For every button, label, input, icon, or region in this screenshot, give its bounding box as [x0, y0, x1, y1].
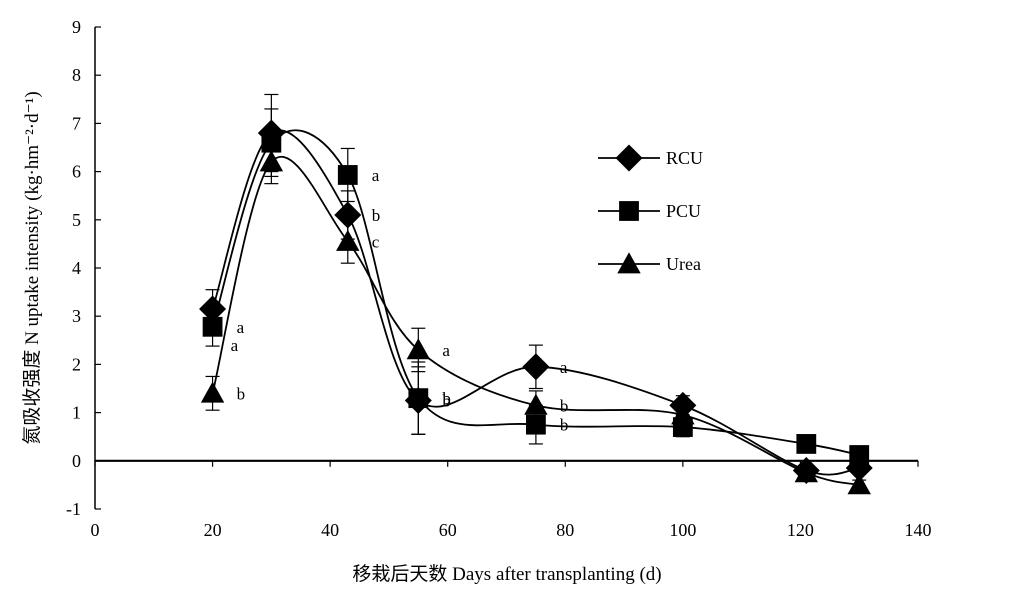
pcu-point — [525, 414, 546, 435]
rcu-significance-label: b — [442, 392, 451, 411]
rcu-significance-label: b — [372, 206, 381, 225]
urea-point — [524, 393, 548, 415]
x-axis-label: 移栽后天数 Days after transplanting (d) — [352, 563, 661, 585]
significance-label: a — [231, 336, 239, 355]
legend-urea-label: Urea — [666, 254, 701, 274]
legend: RCU PCU Urea — [598, 144, 703, 274]
pcu-significance-label: b — [442, 389, 451, 408]
y-tick-label: 5 — [72, 210, 81, 230]
axes: -1 0 1 2 3 4 5 6 7 8 9 0 20 40 60 80 100 120 140 — [66, 17, 932, 540]
rcu-point — [522, 353, 550, 381]
urea-point — [406, 338, 431, 360]
x-tick-label: 80 — [556, 520, 574, 540]
urea-point — [671, 403, 695, 425]
series-markers — [199, 119, 873, 495]
pcu-significance-label: b — [560, 416, 569, 435]
urea-significance-label: b — [237, 384, 246, 403]
rcu-point — [334, 201, 362, 229]
x-tick-label: 60 — [439, 520, 457, 540]
x-tick-label: 120 — [787, 520, 814, 540]
x-tick-label: 20 — [204, 520, 222, 540]
urea-point — [847, 473, 871, 495]
x-tick-label: 40 — [321, 520, 339, 540]
urea-point — [336, 229, 360, 251]
legend-pcu-marker — [619, 201, 639, 221]
urea-significance-label: b — [560, 396, 569, 415]
pcu-point — [261, 132, 282, 153]
urea-point — [794, 461, 819, 483]
pcu-significance-label: a — [372, 166, 380, 185]
pcu-point — [849, 445, 870, 465]
y-tick-label: -1 — [66, 499, 81, 519]
legend-urea-marker — [617, 252, 641, 274]
pcu-point — [337, 165, 358, 185]
y-tick-label: 8 — [72, 65, 81, 85]
y-axis-label: 氮吸收强度 N uptake intensity (kg·hm⁻²·d⁻¹) — [21, 91, 43, 444]
y-tick-label: 9 — [72, 17, 81, 37]
x-tick-label: 140 — [905, 520, 932, 540]
urea-point — [259, 150, 284, 172]
urea-point — [200, 381, 225, 403]
legend-pcu-label: PCU — [666, 201, 701, 221]
y-tick-label: 0 — [72, 451, 81, 471]
y-tick-label: 6 — [72, 162, 81, 182]
y-tick-label: 4 — [72, 258, 81, 278]
urea-significance-label: c — [372, 232, 380, 251]
rcu-significance-label: a — [560, 358, 568, 377]
urea-significance-label: a — [442, 341, 450, 360]
legend-rcu-marker — [615, 144, 643, 172]
pcu-point — [796, 434, 817, 454]
y-tick-label: 2 — [72, 354, 81, 374]
y-tick-label: 1 — [72, 403, 81, 423]
y-tick-label: 3 — [72, 306, 81, 326]
pcu-significance-label: a — [237, 318, 245, 337]
pcu-point — [408, 388, 429, 409]
x-tick-label: 0 — [91, 520, 100, 540]
pcu-point — [202, 316, 223, 337]
y-tick-label: 7 — [72, 113, 81, 133]
legend-rcu-label: RCU — [666, 148, 703, 168]
x-tick-label: 100 — [669, 520, 696, 540]
rcu-point — [199, 295, 227, 323]
